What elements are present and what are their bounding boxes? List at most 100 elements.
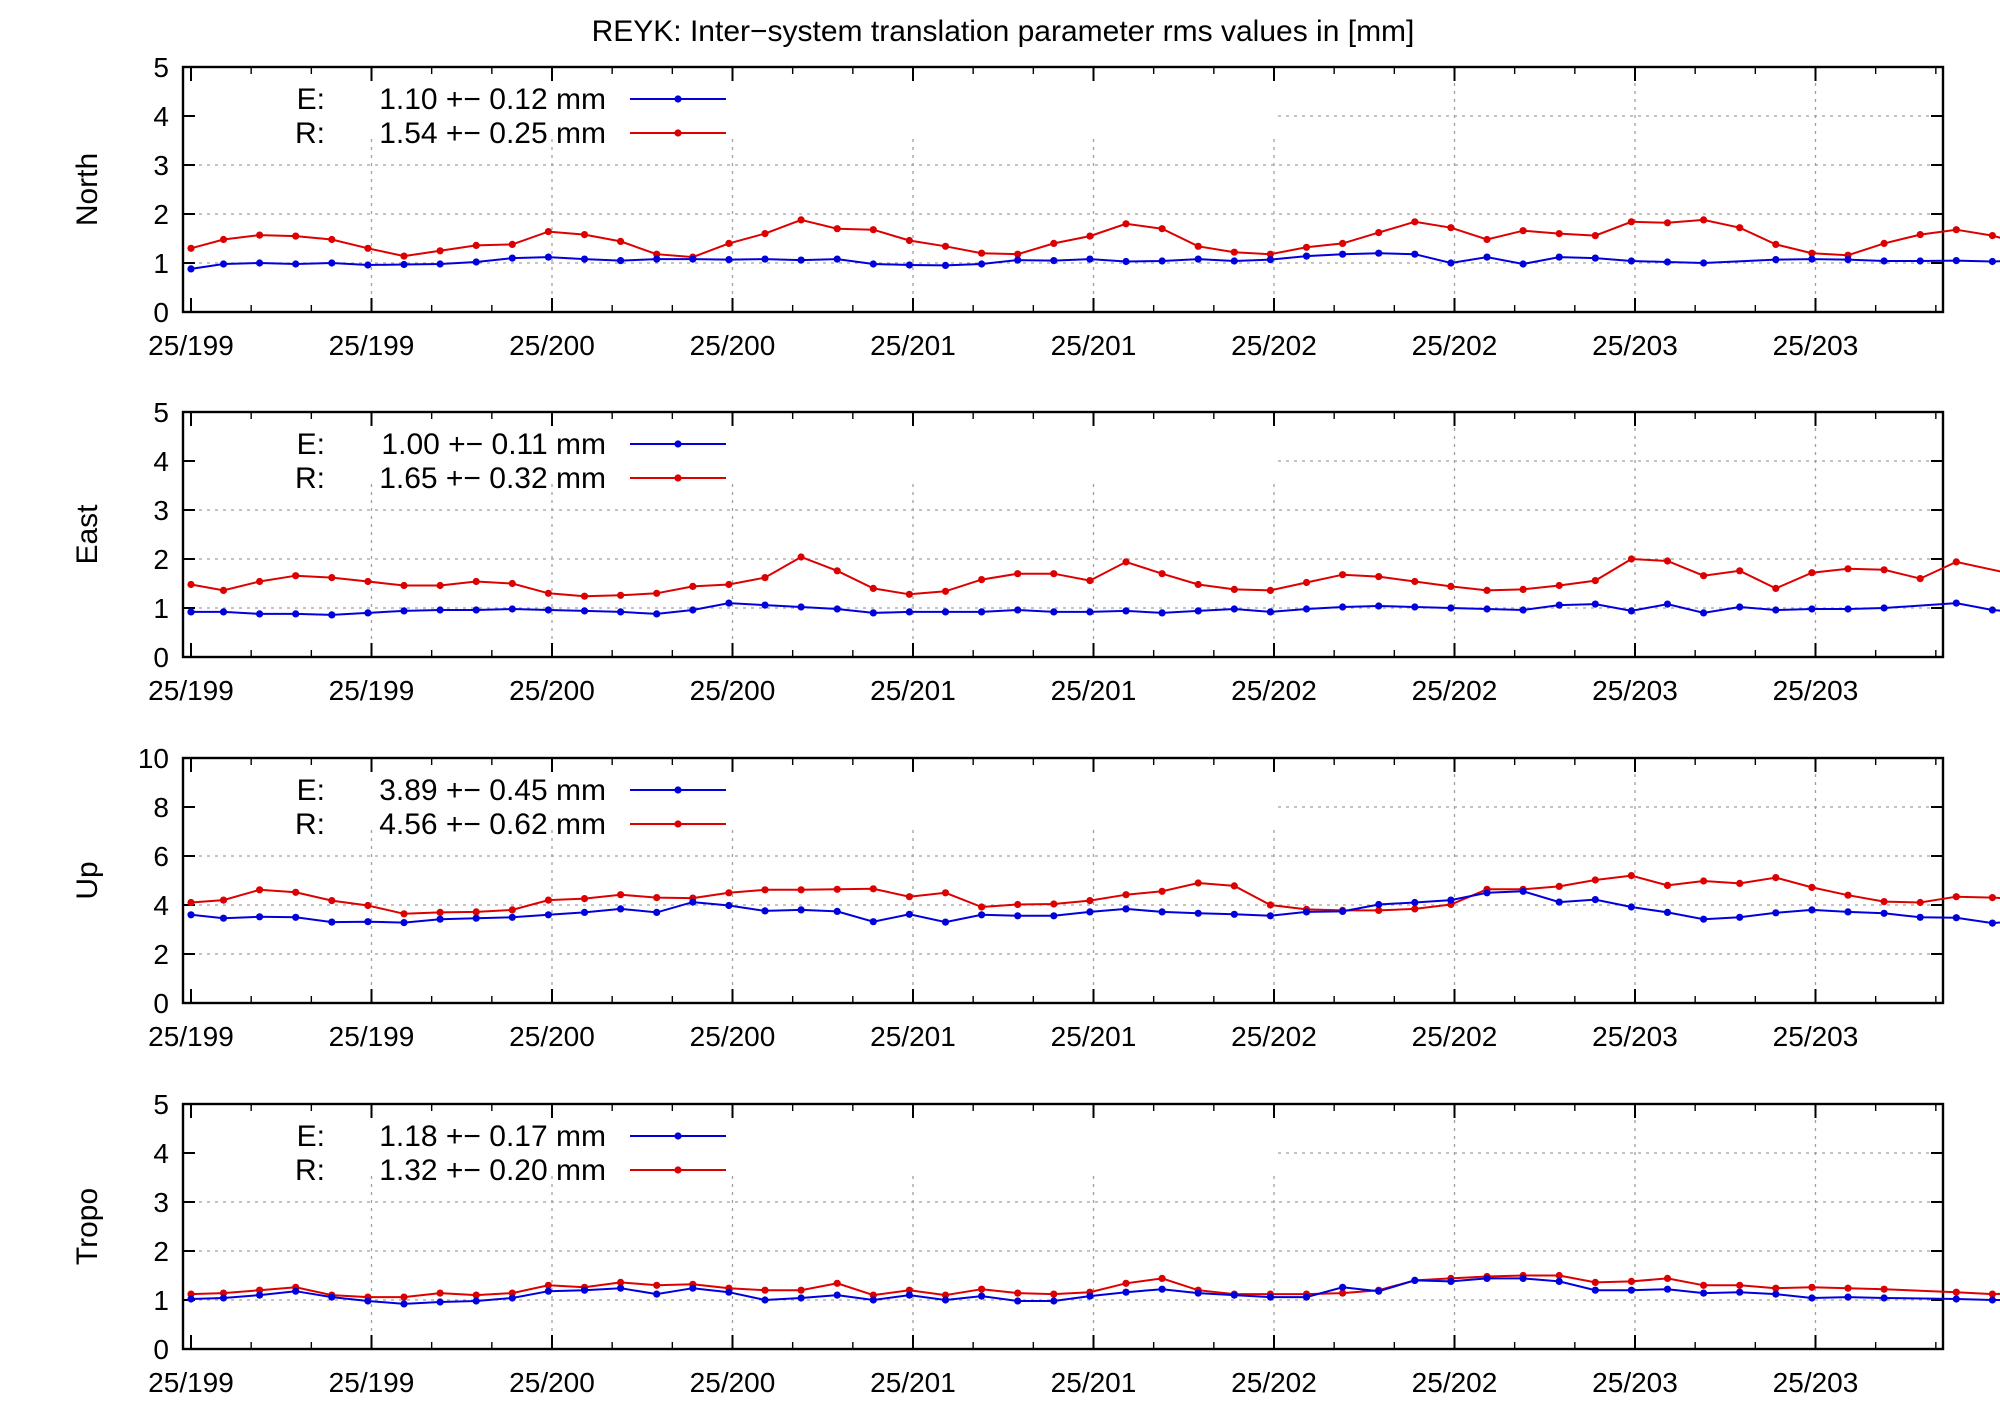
data-point-E: [1447, 259, 1455, 267]
data-point-R: [219, 896, 228, 904]
legend-text-E: 1.10 +− 0.12 mm: [379, 83, 606, 116]
data-point-E: [833, 255, 841, 263]
data-point-E: [219, 260, 228, 268]
x-tick-label: 25/199: [148, 330, 234, 361]
data-point-E: [1375, 1287, 1383, 1295]
data-point-R: [1519, 227, 1527, 235]
data-point-E: [941, 608, 950, 616]
y-tick-label: 4: [153, 446, 169, 477]
data-point-R: [761, 230, 769, 238]
data-point-E: [869, 609, 877, 617]
data-point-E: [1375, 249, 1383, 257]
series-line-E: [191, 602, 2000, 616]
data-point-R: [1086, 232, 1094, 240]
data-point-R: [1736, 879, 1744, 888]
x-tick-label: 25/201: [1051, 1021, 1137, 1052]
data-point-R: [1736, 567, 1744, 575]
data-point-E: [256, 913, 264, 921]
data-point-R: [653, 589, 661, 597]
data-point-E: [1988, 257, 1996, 266]
data-point-R: [1230, 248, 1238, 256]
data-point-R: [1772, 874, 1780, 882]
data-point-R: [328, 897, 336, 905]
legend-text-R: 1.32 +− 0.20 mm: [379, 1154, 606, 1187]
data-point-R: [292, 572, 300, 580]
data-point-R: [1050, 570, 1058, 578]
data-point-E: [544, 606, 553, 614]
data-point-R: [797, 553, 805, 561]
data-point-R: [292, 232, 300, 240]
data-point-E: [472, 1297, 480, 1305]
data-point-R: [187, 244, 195, 252]
data-point-E: [689, 255, 697, 263]
legend-marker-E: [674, 786, 682, 794]
data-point-R: [1916, 575, 1924, 583]
data-point-E: [1375, 602, 1383, 610]
data-point-R: [869, 226, 877, 234]
legend-marker-R: [674, 129, 682, 137]
data-point-E: [978, 260, 986, 268]
data-point-E: [472, 914, 480, 922]
data-point-E: [1302, 252, 1311, 260]
data-point-R: [905, 236, 914, 245]
data-point-R: [508, 240, 516, 248]
data-point-E: [544, 911, 553, 919]
data-point-E: [617, 257, 625, 265]
data-point-R: [905, 893, 914, 901]
data-point-E: [580, 1286, 589, 1294]
series-line-R: [190, 1274, 2000, 1299]
data-point-E: [364, 918, 372, 926]
data-point-R: [472, 908, 480, 916]
series-line-R: [190, 874, 2000, 915]
legend-marker-E: [674, 1132, 682, 1140]
panel-tropo: 0 1 2 3 4 5 Tropo 25/199 25/199 25/200 25/200 25/20…: [71, 1089, 2000, 1398]
data-point-E: [187, 608, 195, 616]
data-point-E: [508, 605, 516, 613]
data-point-R: [1988, 1290, 1996, 1298]
data-point-R: [187, 580, 195, 589]
data-point-E: [1663, 908, 1672, 917]
data-point-R: [1700, 1281, 1708, 1289]
data-point-R: [1772, 240, 1780, 248]
data-point-E: [1483, 253, 1491, 261]
data-point-R: [364, 577, 372, 586]
data-point-R: [1158, 225, 1166, 233]
y-tick-label: 5: [153, 397, 169, 428]
series-line-R: [190, 218, 2000, 259]
x-tick-label: 25/199: [329, 1021, 415, 1052]
data-point-E: [1555, 253, 1563, 261]
data-point-E: [1230, 910, 1238, 918]
y-tick-label: 8: [153, 792, 169, 823]
data-point-R: [1663, 881, 1672, 890]
data-point-E: [1050, 912, 1058, 920]
data-point-E: [725, 599, 733, 607]
y-tick-label: 2: [153, 199, 169, 230]
data-point-E: [1880, 604, 1888, 612]
data-point-R: [1880, 898, 1888, 906]
data-point-R: [1050, 239, 1058, 247]
data-point-E: [1952, 1295, 1960, 1303]
data-point-E: [1519, 887, 1527, 895]
data-point-R: [1700, 572, 1708, 580]
data-point-R: [1627, 218, 1635, 226]
data-point-E: [1808, 605, 1816, 613]
data-point-E: [436, 1298, 444, 1306]
data-point-E: [1447, 1277, 1455, 1285]
data-point-R: [544, 1281, 553, 1289]
data-point-E: [292, 1287, 300, 1295]
data-point-E: [1086, 255, 1094, 263]
data-point-E: [1519, 260, 1527, 268]
data-point-E: [436, 915, 444, 923]
data-point-E: [761, 907, 769, 915]
data-point-R: [1736, 224, 1744, 232]
x-tick-label: 25/201: [870, 1367, 956, 1398]
data-point-E: [219, 914, 228, 922]
data-point-E: [978, 1292, 986, 1300]
data-point-E: [1772, 256, 1780, 264]
data-point-E: [436, 606, 444, 614]
data-point-R: [1375, 906, 1383, 915]
x-tick-label: 25/203: [1592, 1367, 1678, 1398]
y-tick-label: 1: [153, 248, 169, 279]
data-point-R: [1988, 232, 1996, 240]
data-point-E: [869, 1296, 877, 1304]
